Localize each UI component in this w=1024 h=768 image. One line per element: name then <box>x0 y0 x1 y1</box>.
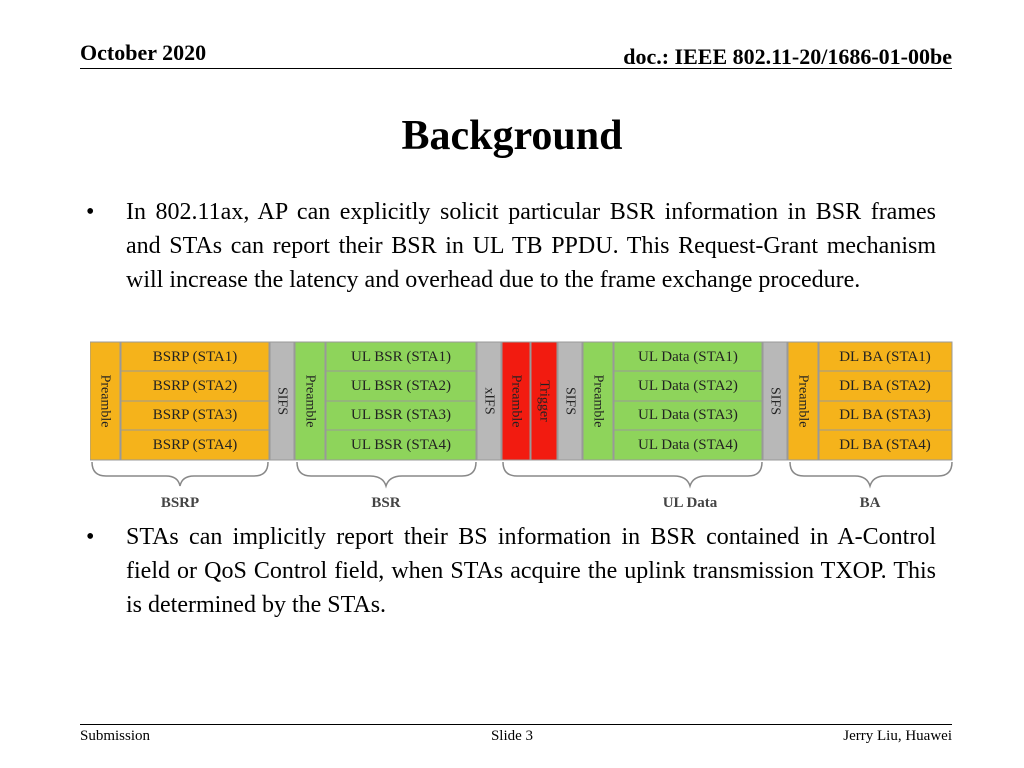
bsr-frame-1: UL BSR (STA1) <box>351 349 451 365</box>
preamble-label-2: Preamble <box>303 375 318 428</box>
ul-data-frames: UL Data (STA1) UL Data (STA2) UL Data (S… <box>613 341 763 461</box>
ul-data-frame-1: UL Data (STA1) <box>638 349 738 365</box>
footer-submission: Submission <box>80 728 151 744</box>
xifs-block <box>476 341 502 461</box>
bsr-frame-4: UL BSR (STA4) <box>351 437 451 453</box>
ba-frame-4: DL BA (STA4) <box>839 437 931 453</box>
bsr-frame-2: UL BSR (STA2) <box>351 378 451 394</box>
sifs-label-1: SIFS <box>275 387 290 415</box>
brace-ul-data <box>502 461 763 489</box>
sifs-label-3: SIFS <box>768 387 783 415</box>
ul-data-frame-3: UL Data (STA3) <box>638 407 738 423</box>
ba-frame-2: DL BA (STA2) <box>839 378 931 394</box>
header-doc-id: doc.: IEEE 802.11-20/1686-01-00be <box>623 44 952 69</box>
trigger-block <box>530 341 558 461</box>
slide-title: Background <box>401 113 623 159</box>
frame-exchange-diagram: Preamble BSRP (STA1) BSRP (STA2) BSRP (S… <box>90 341 953 511</box>
brace-bsr <box>296 461 477 489</box>
footer-slide-number: Slide 3 <box>490 728 534 744</box>
bullet-2-text: STAs can implicitly report their BS info… <box>126 524 936 618</box>
bsrp-frame-4: BSRP (STA4) <box>153 437 238 453</box>
bullet-marker: • <box>86 199 95 225</box>
xifs-label: xIFS <box>482 387 497 414</box>
bsrp-frame-1: BSRP (STA1) <box>153 349 238 365</box>
bullet-marker: • <box>86 524 95 550</box>
ul-data-frame-4: UL Data (STA4) <box>638 437 738 453</box>
sifs-block-3 <box>762 341 788 461</box>
header-divider <box>80 68 952 69</box>
group-label-ul-data: UL Data <box>663 495 718 511</box>
preamble-block-1 <box>90 341 121 461</box>
bsrp-frame-3: BSRP (STA3) <box>153 407 238 423</box>
preamble-block-3 <box>582 341 614 461</box>
bsr-frames: UL BSR (STA1) UL BSR (STA2) UL BSR (STA3… <box>325 341 477 461</box>
bullet-1: • In 802.11ax, AP can explicitly solicit… <box>86 195 936 297</box>
footer-divider <box>80 724 952 725</box>
sifs-block-2 <box>557 341 583 461</box>
brace-bsrp <box>91 461 269 487</box>
ul-data-frame-2: UL Data (STA2) <box>638 378 738 394</box>
bsrp-frame-2: BSRP (STA2) <box>153 378 238 394</box>
bsrp-frames: BSRP (STA1) BSRP (STA2) BSRP (STA3) BSRP… <box>120 341 270 461</box>
preamble-label-3: Preamble <box>591 375 606 428</box>
ba-frame-1: DL BA (STA1) <box>839 349 931 365</box>
trigger-label: Trigger <box>537 380 552 422</box>
sifs-block-1 <box>269 341 295 461</box>
ba-frame-3: DL BA (STA3) <box>839 407 931 423</box>
trigger-preamble-label: Preamble <box>509 375 524 428</box>
group-label-bsr: BSR <box>371 495 400 511</box>
preamble-label-1: Preamble <box>98 375 113 428</box>
preamble-block-2 <box>294 341 326 461</box>
group-label-ba: BA <box>860 495 881 511</box>
trigger-preamble-block <box>501 341 531 461</box>
preamble-block-4 <box>787 341 819 461</box>
bullet-1-text: In 802.11ax, AP can explicitly solicit p… <box>126 199 936 293</box>
sifs-label-2: SIFS <box>563 387 578 415</box>
footer-author: Jerry Liu, Huawei <box>843 728 952 744</box>
preamble-label-4: Preamble <box>796 375 811 428</box>
header-date: October 2020 <box>80 40 207 65</box>
ba-frames: DL BA (STA1) DL BA (STA2) DL BA (STA3) D… <box>818 341 953 461</box>
group-label-bsrp: BSRP <box>161 495 199 511</box>
bsr-frame-3: UL BSR (STA3) <box>351 407 451 423</box>
bullet-2: • STAs can implicitly report their BS in… <box>86 520 936 622</box>
brace-ba <box>789 461 953 489</box>
